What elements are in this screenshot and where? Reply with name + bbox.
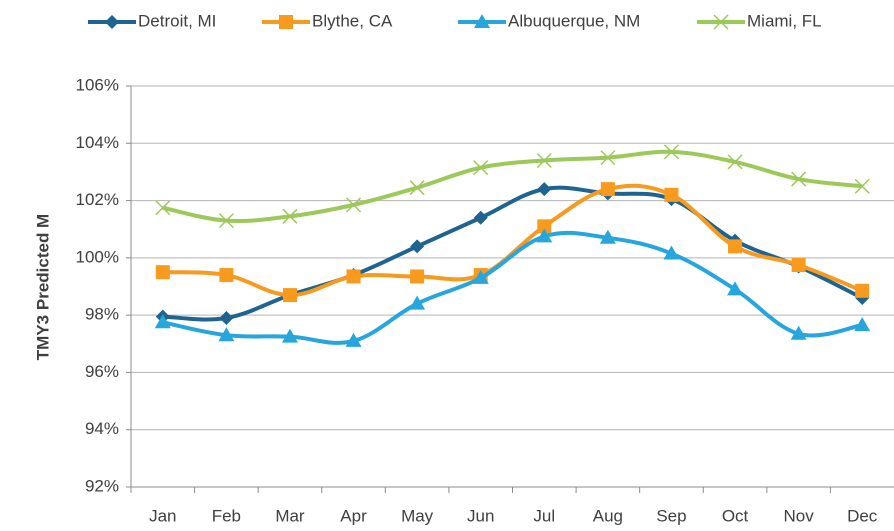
series-line [162, 149, 863, 224]
legend-label: Albuquerque, NM [508, 11, 640, 30]
y-tick-label: 96% [85, 362, 119, 381]
y-tick-label: 106% [76, 75, 119, 94]
marker [663, 144, 679, 160]
marker [854, 317, 871, 332]
marker [537, 182, 552, 197]
marker [473, 160, 489, 176]
marker [727, 154, 743, 170]
marker [410, 239, 425, 254]
marker [791, 171, 807, 187]
marker [155, 265, 170, 280]
marker [600, 182, 615, 197]
x-tick-label: Feb [212, 506, 241, 525]
y-tick-label: 94% [85, 419, 119, 438]
y-tick-label: 98% [85, 305, 119, 324]
marker [346, 197, 362, 213]
marker [536, 228, 553, 243]
marker [536, 152, 552, 169]
y-tick-label: 100% [76, 247, 119, 266]
marker [218, 327, 235, 342]
marker [410, 269, 425, 284]
marker [409, 295, 426, 310]
x-tick-label: Oct [722, 506, 749, 525]
marker [663, 245, 680, 260]
x-tick-label: Jun [467, 506, 494, 525]
x-tick-label: Jul [533, 506, 555, 525]
marker [345, 332, 362, 347]
marker [281, 328, 298, 343]
x-tick-label: Mar [275, 506, 305, 525]
marker [790, 325, 807, 340]
marker [854, 178, 870, 194]
x-tick-label: Apr [340, 506, 367, 525]
legend-marker [474, 14, 490, 28]
marker [728, 239, 743, 254]
x-tick-label: Sep [656, 506, 686, 525]
marker [154, 314, 171, 329]
marker [727, 281, 744, 296]
marker [219, 311, 234, 326]
marker [346, 269, 361, 284]
marker [282, 208, 298, 224]
y-tick-label: 102% [76, 190, 119, 209]
marker [537, 219, 552, 234]
x-tick-label: Jan [149, 506, 176, 525]
marker [282, 288, 297, 303]
legend-label: Detroit, MI [138, 11, 216, 30]
marker [600, 150, 616, 166]
x-tick-label: Aug [593, 506, 623, 525]
y-axis-label: TMY3 Predicted M [33, 214, 52, 360]
legend-marker [279, 15, 293, 29]
x-tick-label: Dec [847, 506, 878, 525]
marker [791, 258, 806, 273]
legend-label: Miami, FL [747, 11, 822, 30]
legend-label: Blythe, CA [312, 11, 393, 30]
legend-marker [105, 15, 119, 29]
marker [855, 283, 870, 298]
legend-marker [713, 14, 729, 30]
marker [155, 200, 171, 216]
y-tick-label: 92% [85, 476, 119, 495]
marker [219, 268, 234, 283]
y-tick-label: 104% [76, 133, 119, 152]
marker [472, 269, 489, 284]
marker [218, 213, 234, 229]
marker [599, 229, 616, 244]
x-tick-label: Nov [784, 506, 815, 525]
x-tick-label: May [401, 506, 434, 525]
marker [473, 210, 488, 225]
marker [409, 180, 425, 196]
marker [664, 187, 679, 202]
